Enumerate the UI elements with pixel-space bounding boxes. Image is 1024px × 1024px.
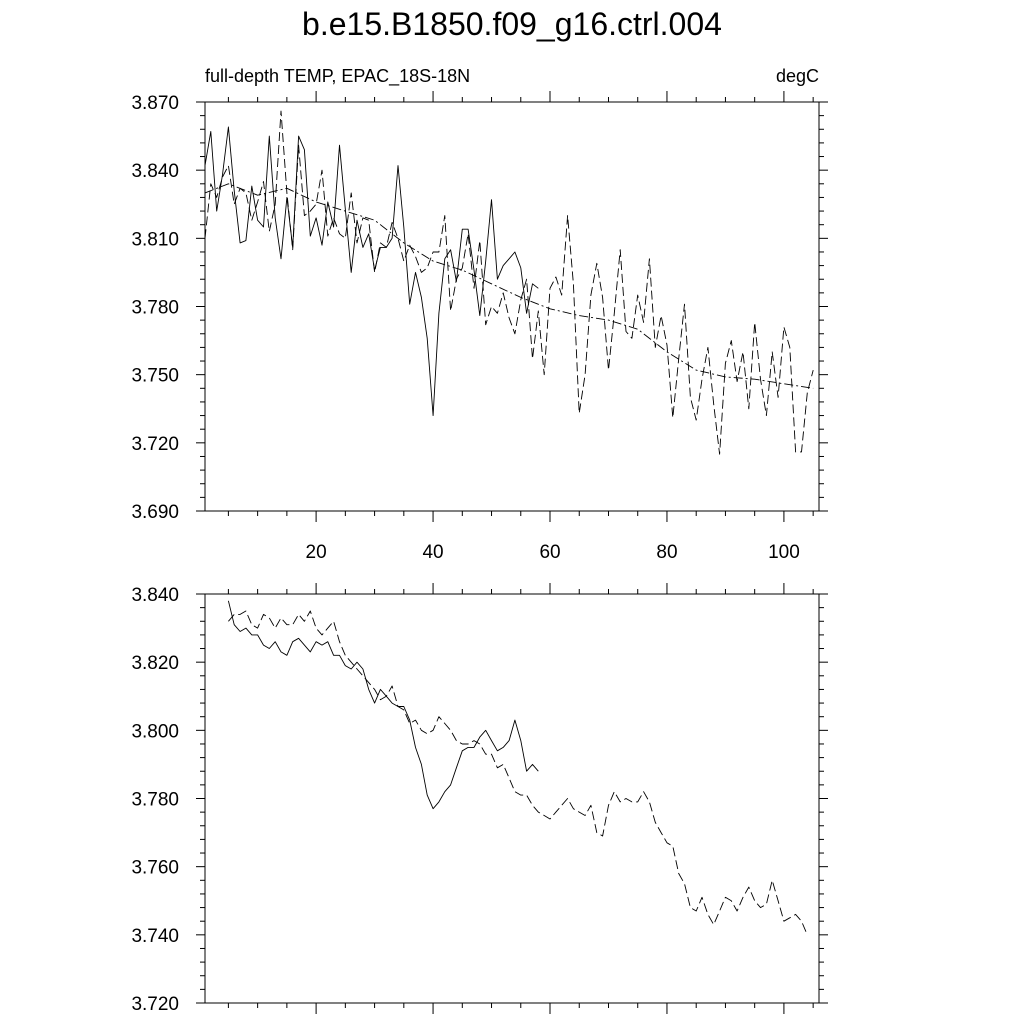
y-tick-label: 3.820 [131,653,179,674]
left-subtitle: full-depth TEMP, EPAC_18S-18N [205,66,470,87]
top-panel: 3.690 3.720 3.750 3.780 3.810 3.840 3.870 20 40 6… [131,66,828,563]
y-tick-label: 3.840 [131,585,179,606]
bottom-panel: 3.720 3.740 3.760 3.780 3.800 3.820 3.840 [131,583,828,1015]
y-tick-label: 3.690 [131,502,179,523]
y-tick-label: 3.720 [131,434,179,455]
series-line-solid [227,600,539,810]
y-tick-label: 3.720 [131,994,179,1015]
series-line-dashed [228,610,808,935]
x-tick-label: 80 [656,542,677,563]
x-tick-label: 20 [306,542,327,563]
y-tick-label: 3.780 [131,790,179,811]
plot-frame [204,593,820,1004]
y-tick-label: 3.740 [131,926,179,947]
y-tick-label: 3.810 [131,229,179,250]
series-line-dashed [204,110,814,455]
y-tick-label: 3.800 [131,721,179,742]
y-tick-label: 3.870 [131,93,179,114]
right-subtitle: degC [776,66,819,86]
x-tick-label: 40 [422,542,443,563]
y-tick-label: 3.780 [131,298,179,319]
series-line-dash-dot [204,183,814,389]
series-line-solid [204,126,539,417]
x-tick-label: 100 [768,542,800,563]
x-tick-label: 60 [539,542,560,563]
y-tick-label: 3.760 [131,858,179,879]
y-tick-label: 3.840 [131,161,179,182]
y-tick-label: 3.750 [131,366,179,387]
chart-title: b.e15.B1850.f09_g16.ctrl.004 [302,6,722,42]
